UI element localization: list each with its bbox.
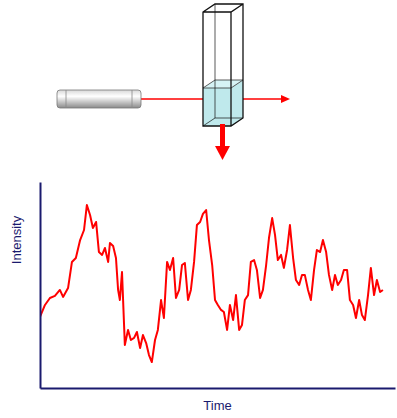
cuvette-back: [203, 4, 243, 126]
y-axis-line: [40, 183, 42, 389]
liquid-surface: [203, 80, 243, 88]
plot-area: [40, 205, 383, 362]
figure: Time Intensity: [0, 0, 397, 418]
liquid: [203, 80, 243, 126]
detector-arrowhead: [215, 146, 230, 160]
schematic: [57, 4, 290, 160]
y-axis-title: Intensity: [9, 215, 24, 264]
cuvette: [203, 4, 243, 126]
y-axis: [40, 183, 41, 389]
laser-ring: [132, 90, 133, 108]
beam-arrowhead: [281, 95, 290, 103]
x-axis-title: Time: [203, 398, 231, 413]
laser-ring: [66, 90, 67, 108]
laser: [57, 90, 141, 108]
x-axis-line: [41, 388, 396, 390]
x-axis: [41, 388, 396, 389]
intensity-line: [40, 205, 383, 362]
detector-arrow: [220, 124, 225, 148]
